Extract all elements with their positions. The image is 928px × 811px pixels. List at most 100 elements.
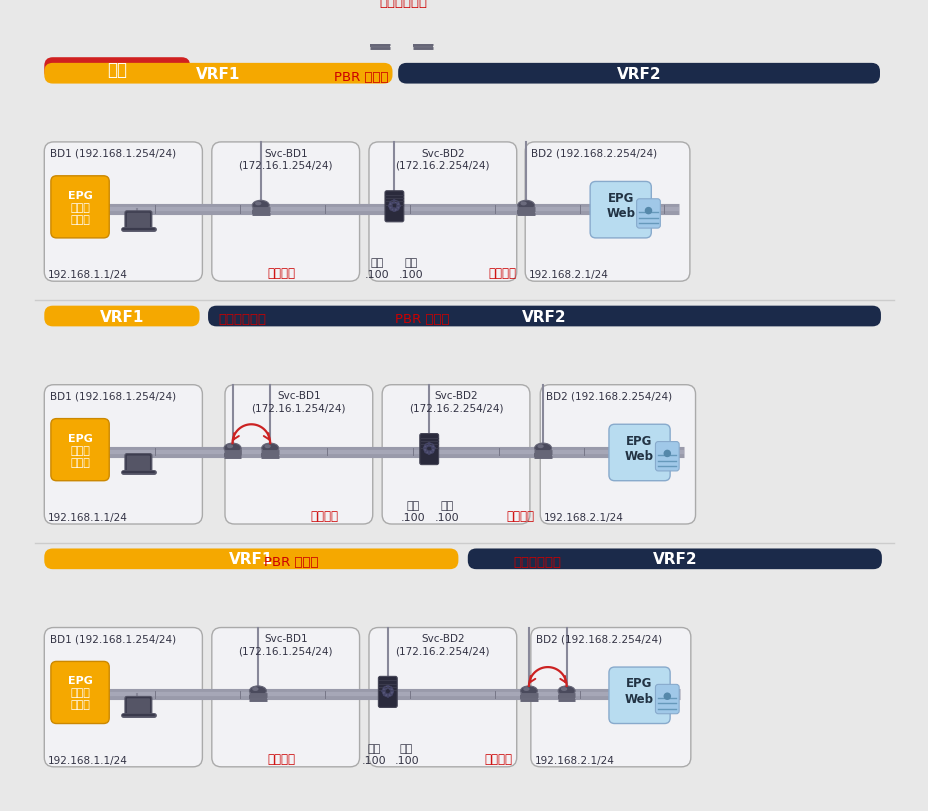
Ellipse shape	[536, 444, 543, 448]
Text: 192.168.1.1/24: 192.168.1.1/24	[48, 270, 128, 280]
Text: Svc-BD2
(172.16.2.254/24): Svc-BD2 (172.16.2.254/24)	[408, 391, 503, 413]
Text: EPG
クライ
アント: EPG クライ アント	[68, 676, 93, 710]
Text: 外部
.100: 外部 .100	[361, 743, 385, 765]
Ellipse shape	[262, 444, 278, 453]
Text: レイヤ３: レイヤ３	[483, 752, 511, 765]
Ellipse shape	[534, 444, 551, 453]
Text: Svc-BD2
(172.16.2.254/24): Svc-BD2 (172.16.2.254/24)	[395, 633, 490, 655]
FancyBboxPatch shape	[45, 58, 190, 81]
FancyBboxPatch shape	[212, 628, 359, 767]
FancyBboxPatch shape	[384, 191, 404, 222]
FancyBboxPatch shape	[45, 385, 202, 525]
Text: 外部
.100: 外部 .100	[365, 258, 390, 280]
Ellipse shape	[520, 686, 537, 696]
FancyBboxPatch shape	[381, 385, 529, 525]
Text: Svc-BD1
(172.16.1.254/24): Svc-BD1 (172.16.1.254/24)	[251, 391, 346, 413]
Text: ルートリーク: ルートリーク	[218, 313, 265, 326]
Text: 外部
.100: 外部 .100	[401, 500, 425, 522]
FancyBboxPatch shape	[51, 419, 110, 481]
Text: 192.168.1.1/24: 192.168.1.1/24	[48, 755, 128, 765]
Ellipse shape	[370, 33, 390, 45]
Text: EPG
クライ
アント: EPG クライ アント	[68, 433, 93, 467]
FancyBboxPatch shape	[655, 684, 678, 714]
FancyBboxPatch shape	[609, 667, 669, 723]
Circle shape	[426, 446, 432, 452]
FancyBboxPatch shape	[636, 200, 660, 229]
FancyBboxPatch shape	[45, 549, 458, 569]
FancyBboxPatch shape	[368, 143, 516, 282]
FancyBboxPatch shape	[45, 307, 200, 327]
Ellipse shape	[226, 444, 233, 448]
FancyBboxPatch shape	[368, 628, 516, 767]
FancyBboxPatch shape	[127, 213, 149, 228]
Text: PBR ノード: PBR ノード	[334, 71, 388, 84]
FancyBboxPatch shape	[419, 434, 438, 465]
FancyBboxPatch shape	[208, 307, 880, 327]
FancyBboxPatch shape	[45, 628, 202, 767]
Text: VRF2: VRF2	[522, 309, 566, 324]
Text: EPG
クライ
アント: EPG クライ アント	[68, 191, 93, 225]
FancyBboxPatch shape	[589, 182, 651, 238]
Text: BD1 (192.168.1.254/24): BD1 (192.168.1.254/24)	[50, 148, 176, 158]
Text: 内部
.100: 内部 .100	[434, 500, 459, 522]
Circle shape	[644, 208, 651, 215]
Text: VRF1: VRF1	[229, 551, 273, 567]
Ellipse shape	[416, 35, 423, 39]
Text: ルートリーク: ルートリーク	[380, 0, 427, 9]
FancyBboxPatch shape	[45, 64, 393, 84]
Ellipse shape	[520, 202, 526, 206]
Text: レイヤ３: レイヤ３	[488, 267, 516, 280]
Text: VRF2: VRF2	[651, 551, 696, 567]
Circle shape	[381, 686, 393, 697]
Ellipse shape	[517, 201, 534, 211]
Text: Svc-BD2
(172.16.2.254/24): Svc-BD2 (172.16.2.254/24)	[395, 148, 490, 170]
Text: VRF2: VRF2	[616, 67, 661, 82]
Text: レイヤ３: レイヤ３	[267, 752, 295, 765]
Text: レイヤ３: レイヤ３	[506, 509, 534, 522]
FancyBboxPatch shape	[45, 143, 202, 282]
Text: BD2 (192.168.2.254/24): BD2 (192.168.2.254/24)	[535, 633, 662, 643]
FancyBboxPatch shape	[540, 385, 695, 525]
Text: EPG
Web: EPG Web	[625, 676, 653, 705]
Text: 192.168.2.1/24: 192.168.2.1/24	[528, 270, 608, 280]
Text: EPG
Web: EPG Web	[606, 191, 635, 220]
FancyBboxPatch shape	[51, 662, 110, 723]
Text: BD2 (192.168.2.254/24): BD2 (192.168.2.254/24)	[546, 391, 671, 401]
Circle shape	[663, 450, 670, 457]
Text: 内部
.100: 内部 .100	[393, 743, 419, 765]
Text: レイヤ３: レイヤ３	[267, 267, 295, 280]
Text: BD1 (192.168.1.254/24): BD1 (192.168.1.254/24)	[50, 391, 176, 401]
Text: EPG
Web: EPG Web	[625, 434, 653, 462]
Ellipse shape	[522, 687, 529, 691]
Ellipse shape	[255, 202, 261, 206]
Ellipse shape	[224, 444, 240, 453]
Text: PBR ノード: PBR ノード	[395, 313, 449, 326]
Ellipse shape	[264, 444, 270, 448]
Text: BD2 (192.168.2.254/24): BD2 (192.168.2.254/24)	[530, 148, 656, 158]
Text: 内部
.100: 内部 .100	[399, 258, 423, 280]
FancyBboxPatch shape	[398, 64, 879, 84]
Text: PBR ノード: PBR ノード	[264, 556, 317, 569]
Text: VRF1: VRF1	[196, 67, 240, 82]
FancyBboxPatch shape	[124, 697, 151, 715]
Ellipse shape	[373, 35, 380, 39]
FancyBboxPatch shape	[51, 177, 110, 238]
Text: 192.168.1.1/24: 192.168.1.1/24	[48, 513, 128, 522]
Text: 192.168.2.1/24: 192.168.2.1/24	[534, 755, 613, 765]
Text: ルートリーク: ルートリーク	[513, 556, 561, 569]
Text: レイヤ３: レイヤ３	[310, 509, 339, 522]
FancyBboxPatch shape	[127, 456, 149, 470]
Ellipse shape	[251, 687, 258, 691]
Circle shape	[663, 693, 670, 700]
Text: VRF1: VRF1	[99, 309, 144, 324]
FancyBboxPatch shape	[225, 385, 372, 525]
FancyBboxPatch shape	[609, 425, 669, 481]
FancyBboxPatch shape	[127, 698, 149, 714]
Text: BD1 (192.168.1.254/24): BD1 (192.168.1.254/24)	[50, 633, 176, 643]
Ellipse shape	[252, 201, 269, 211]
Circle shape	[384, 689, 390, 694]
FancyBboxPatch shape	[530, 628, 690, 767]
Circle shape	[423, 444, 434, 454]
Ellipse shape	[558, 686, 574, 696]
Circle shape	[391, 204, 397, 209]
